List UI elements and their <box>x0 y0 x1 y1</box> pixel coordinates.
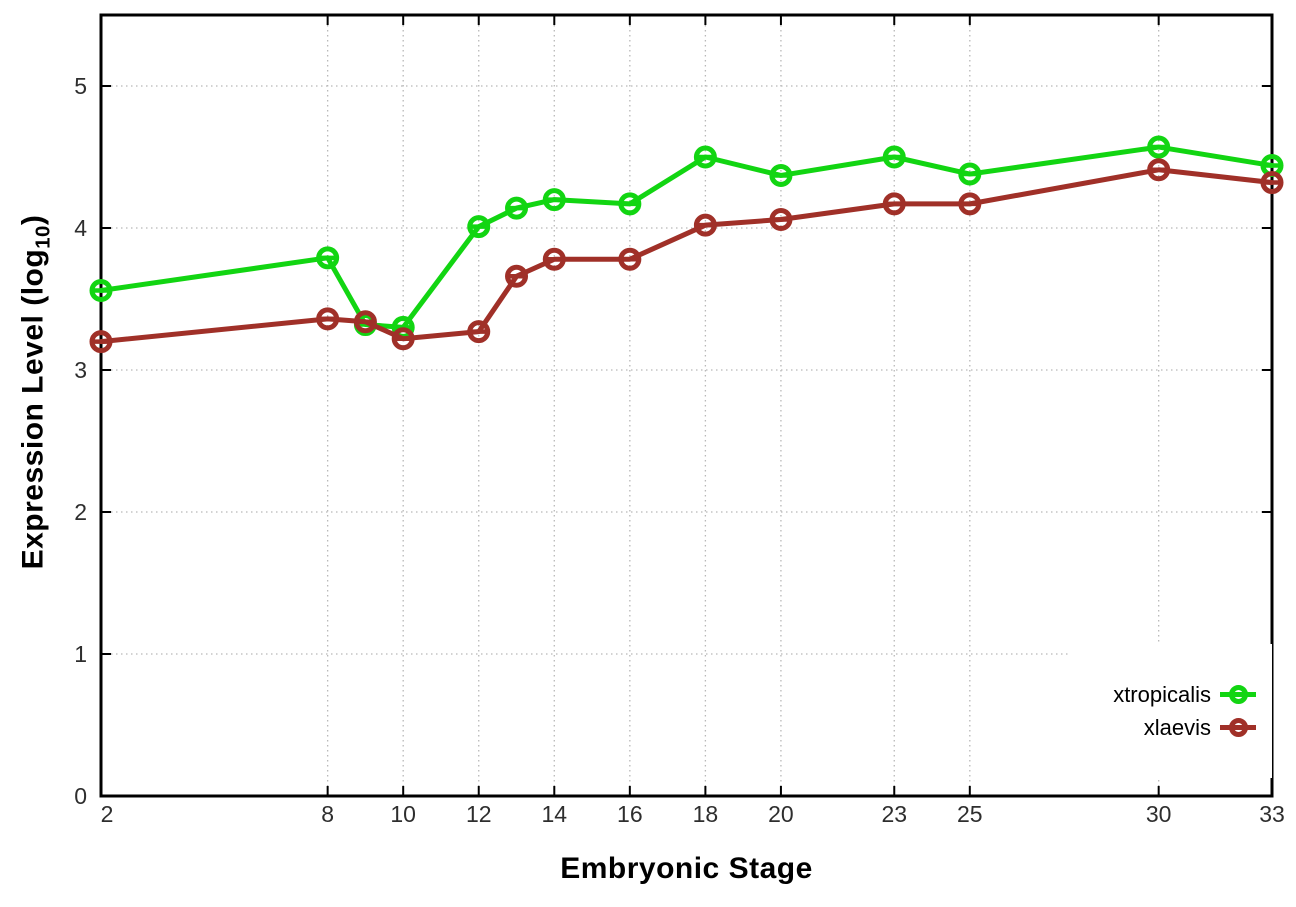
data-point-xlaevis <box>882 192 906 216</box>
x-tick-label: 2 <box>101 801 114 827</box>
data-point-xtropicalis <box>958 162 982 186</box>
y-axis-title-text: Expression Level (log <box>16 248 50 570</box>
legend-marker-xtropicalis-icon <box>1220 683 1256 707</box>
y-tick-label: 3 <box>74 357 87 383</box>
data-point-xtropicalis <box>1147 135 1171 159</box>
data-point-xlaevis <box>505 264 529 288</box>
series-xlaevis <box>89 158 1284 354</box>
gridlines <box>101 15 1272 796</box>
y-tick-label: 4 <box>74 215 87 241</box>
data-point-xtropicalis <box>505 196 529 220</box>
x-tick-label: 33 <box>1259 801 1285 827</box>
legend-item-xtropicalis: xtropicalis <box>1113 681 1256 707</box>
x-tick-label: 20 <box>768 801 794 827</box>
legend-point-sample <box>1228 685 1248 704</box>
x-tick-label: 16 <box>617 801 643 827</box>
data-point-xtropicalis <box>693 145 717 169</box>
data-point-xlaevis <box>693 213 717 237</box>
data-point-xlaevis <box>618 247 642 271</box>
series-xtropicalis <box>89 135 1284 339</box>
data-point-xlaevis <box>958 192 982 216</box>
data-point-xtropicalis <box>467 215 491 239</box>
data-point-xlaevis <box>542 247 566 271</box>
x-tick-label: 12 <box>466 801 492 827</box>
legend-item-xlaevis: xlaevis <box>1143 714 1256 740</box>
x-tick-label: 14 <box>541 801 567 827</box>
data-point-xtropicalis <box>89 278 113 302</box>
y-axis-title-close: ) <box>16 214 50 226</box>
data-point-xlaevis <box>1147 158 1171 182</box>
y-axis-title: Expression Level (log10) <box>17 215 56 570</box>
y-tick-label: 2 <box>74 499 87 525</box>
data-point-xtropicalis <box>542 188 566 212</box>
data-point-xlaevis <box>391 327 415 351</box>
tick-marks <box>100 15 1273 797</box>
x-tick-label: 30 <box>1146 801 1172 827</box>
data-point-xlaevis <box>769 207 793 231</box>
x-tick-label: 25 <box>957 801 983 827</box>
legend: xtropicalis xlaevis <box>1070 644 1272 778</box>
legend-label-xlaevis: xlaevis <box>1143 714 1211 740</box>
plot-border <box>99 13 1274 798</box>
data-point-xtropicalis <box>316 246 340 270</box>
data-point-xlaevis <box>467 320 491 344</box>
x-axis-title: Embryonic Stage <box>560 852 813 885</box>
data-point-xtropicalis <box>618 192 642 216</box>
legend-marker-xlaevis-icon <box>1220 716 1256 740</box>
y-axis-title-subscript: 10 <box>32 225 55 249</box>
legend-point-sample <box>1228 718 1248 737</box>
x-tick-label: 10 <box>390 801 416 827</box>
y-tick-labels: 0 1 2 3 4 5 <box>74 73 87 809</box>
y-tick-label: 5 <box>74 73 87 99</box>
x-tick-label: 23 <box>881 801 907 827</box>
legend-label-xtropicalis: xtropicalis <box>1113 681 1211 707</box>
data-point-xtropicalis <box>769 163 793 187</box>
data-point-xtropicalis <box>882 145 906 169</box>
data-point-xlaevis <box>1260 171 1284 195</box>
series-line-xlaevis <box>98 167 1275 345</box>
x-tick-label: 18 <box>693 801 719 827</box>
series-line-xtropicalis <box>98 144 1275 330</box>
data-point-xlaevis <box>89 330 113 354</box>
x-tick-labels: 2 8 10 12 14 16 18 20 23 25 30 33 <box>101 801 1285 827</box>
data-point-xlaevis <box>316 307 340 331</box>
data-point-xlaevis <box>353 310 377 334</box>
y-tick-label: 0 <box>74 783 87 809</box>
x-tick-label: 8 <box>321 801 334 827</box>
y-tick-label: 1 <box>74 641 87 667</box>
